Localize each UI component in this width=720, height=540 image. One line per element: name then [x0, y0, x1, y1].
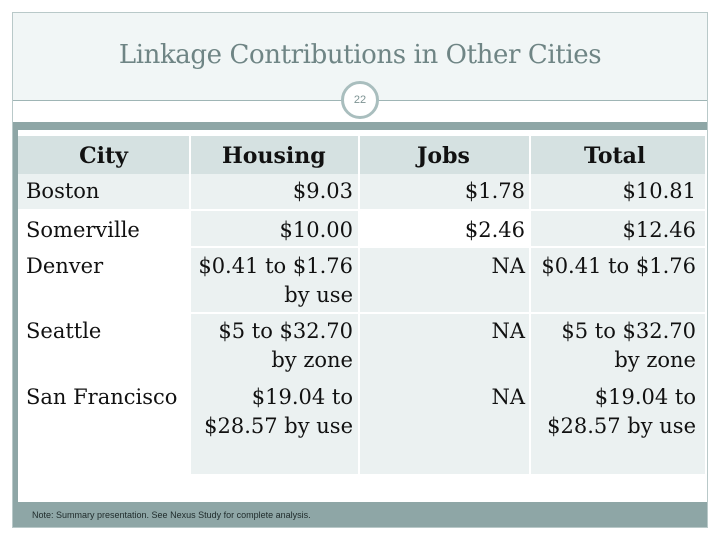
header-cell-jobs [360, 136, 529, 174]
header-cell-housing [191, 136, 358, 174]
table-left-band [13, 122, 18, 506]
row-separator [18, 312, 705, 314]
cell-total: $0.41 to $1.76 [541, 254, 696, 278]
cell-total: $5 to $32.70 [561, 319, 696, 343]
header-cell-city [18, 136, 189, 174]
cell-jobs: $1.78 [464, 179, 525, 203]
cell-housing: $0.41 to $1.76 [198, 254, 353, 278]
cell-total: $10.81 [622, 179, 696, 203]
header-city: City [79, 143, 128, 169]
cell-jobs: NA [491, 319, 525, 343]
cell-jobs: $2.46 [464, 218, 525, 242]
row-fill-boston-city [18, 174, 189, 210]
header-cell-total [531, 136, 705, 174]
cell-housing-line2: by zone [271, 348, 353, 372]
cell-housing: $19.04 to [251, 385, 353, 409]
cell-housing-line2: by use [284, 283, 353, 307]
cell-city: Boston [26, 179, 100, 203]
header-housing: Housing [222, 143, 326, 169]
cell-housing: $9.03 [292, 179, 353, 203]
cell-city: Seattle [26, 319, 102, 343]
table-top-band [13, 122, 707, 130]
column-fill-jobs-lower [360, 246, 529, 474]
cell-total: $12.46 [622, 218, 696, 242]
row-separator [18, 209, 705, 211]
column-fill-housing [191, 174, 358, 474]
row-separator [18, 246, 705, 248]
cell-total-line2: by zone [614, 348, 696, 372]
page-number-badge: 22 [341, 81, 379, 119]
cell-city: San Francisco [26, 385, 178, 409]
footnote: Note: Summary presentation. See Nexus St… [32, 510, 311, 520]
page-number: 22 [353, 94, 367, 106]
header-jobs: Jobs [417, 143, 470, 169]
row-fill-boston-jobs [360, 174, 529, 210]
cell-city: Somerville [26, 218, 140, 242]
cell-total: $19.04 to [594, 385, 696, 409]
cell-city: Denver [26, 254, 104, 278]
cell-jobs: NA [491, 254, 525, 278]
cell-jobs: NA [491, 385, 525, 409]
cell-housing-line2: $28.57 by use [204, 414, 353, 438]
footer-band [13, 502, 707, 527]
cell-total-line2: $28.57 by use [547, 414, 696, 438]
header-total: Total [584, 143, 646, 169]
cell-housing: $10.00 [279, 218, 353, 242]
column-fill-total [531, 174, 705, 474]
cell-housing: $5 to $32.70 [218, 319, 353, 343]
slide-title: Linkage Contributions in Other Cities [118, 40, 602, 70]
